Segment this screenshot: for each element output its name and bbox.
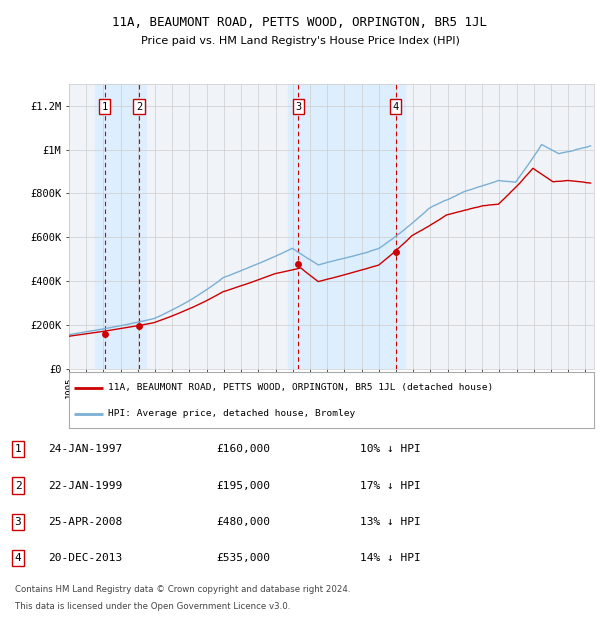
Text: 25-APR-2008: 25-APR-2008 [48,517,122,527]
Bar [287,84,404,369]
Text: 24-JAN-1997: 24-JAN-1997 [48,444,122,454]
Text: 2: 2 [136,102,142,112]
Text: 20-DEC-2013: 20-DEC-2013 [48,554,122,564]
Text: Price paid vs. HM Land Registry's House Price Index (HPI): Price paid vs. HM Land Registry's House … [140,36,460,46]
Text: 10% ↓ HPI: 10% ↓ HPI [360,444,421,454]
Text: 4: 4 [392,102,398,112]
Text: 1: 1 [14,444,22,454]
Text: 13% ↓ HPI: 13% ↓ HPI [360,517,421,527]
Text: 11A, BEAUMONT ROAD, PETTS WOOD, ORPINGTON, BR5 1JL (detached house): 11A, BEAUMONT ROAD, PETTS WOOD, ORPINGTO… [109,383,494,392]
Text: 1: 1 [101,102,108,112]
Text: 22-JAN-1999: 22-JAN-1999 [48,480,122,490]
Text: 14% ↓ HPI: 14% ↓ HPI [360,554,421,564]
Text: £535,000: £535,000 [216,554,270,564]
Text: 4: 4 [14,554,22,564]
Text: 2: 2 [14,480,22,490]
Text: Contains HM Land Registry data © Crown copyright and database right 2024.: Contains HM Land Registry data © Crown c… [15,585,350,595]
Text: This data is licensed under the Open Government Licence v3.0.: This data is licensed under the Open Gov… [15,603,290,611]
Bar [95,84,146,369]
Text: 17% ↓ HPI: 17% ↓ HPI [360,480,421,490]
Text: 3: 3 [14,517,22,527]
Text: 3: 3 [295,102,301,112]
Text: £195,000: £195,000 [216,480,270,490]
Text: HPI: Average price, detached house, Bromley: HPI: Average price, detached house, Brom… [109,409,356,419]
Text: £480,000: £480,000 [216,517,270,527]
Text: £160,000: £160,000 [216,444,270,454]
Text: 11A, BEAUMONT ROAD, PETTS WOOD, ORPINGTON, BR5 1JL: 11A, BEAUMONT ROAD, PETTS WOOD, ORPINGTO… [113,16,487,29]
